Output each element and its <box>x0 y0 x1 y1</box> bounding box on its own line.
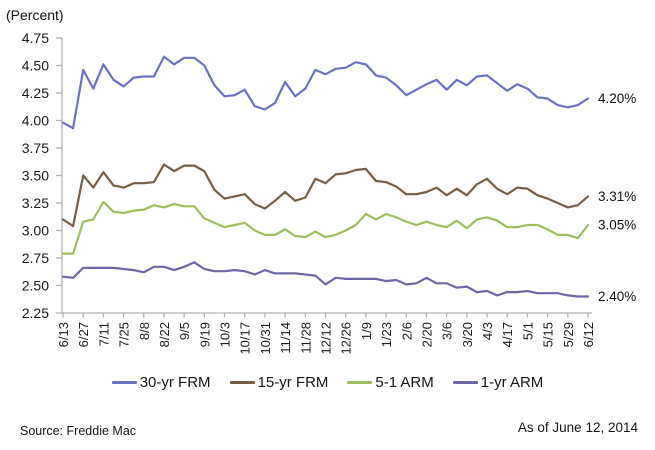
series-line-5-1-arm <box>61 200 590 255</box>
x-tick-label: 11/28 <box>298 322 313 354</box>
series-line-30-yr-frm <box>61 55 590 130</box>
x-tick-label: 3/20 <box>460 322 475 347</box>
y-axis-title: (Percent) <box>6 7 64 23</box>
series-end-label-5-1-arm: 3.05% <box>598 218 636 233</box>
x-tick-label: 11/14 <box>278 322 293 354</box>
x-tick-label: 2/20 <box>419 322 434 347</box>
x-tick-label: 2/6 <box>399 322 414 340</box>
x-tick-label: 7/25 <box>117 322 132 347</box>
legend-label-1-yr-arm: 1-yr ARM <box>480 374 544 391</box>
y-tick-label: 3.75 <box>22 140 49 156</box>
x-tick-label: 6/13 <box>56 322 71 347</box>
series-line-1-yr-arm <box>61 261 590 298</box>
x-tick-label: 5/29 <box>561 322 576 347</box>
legend-label-5-1-arm: 5-1 ARM <box>375 374 434 391</box>
legend-item-15-yr-frm: 15-yr FRM <box>229 374 329 391</box>
source-note: Source: Freddie Mac <box>20 424 137 438</box>
y-tick-label: 4.75 <box>22 30 49 46</box>
x-tick-label: 12/12 <box>319 322 334 355</box>
legend-swatch-15-yr-frm <box>229 381 255 384</box>
x-tick-label: 3/6 <box>440 322 455 340</box>
x-axis-ticks: 6/13 6/27 7/11 7/25 8/8 8/22 9/5 9/19 10/3 10/17 1… <box>56 313 596 355</box>
y-tick-label: 4.25 <box>22 85 49 101</box>
y-tick-label: 2.50 <box>22 278 49 294</box>
legend: 30-yr FRM 15-yr FRM 5-1 ARM 1-yr ARM <box>0 374 655 391</box>
y-tick-label: 3.50 <box>22 168 49 184</box>
x-tick-label: 5/1 <box>520 322 535 340</box>
legend-swatch-30-yr-frm <box>111 381 137 384</box>
legend-swatch-1-yr-arm <box>452 381 478 384</box>
y-tick-label: 4.50 <box>22 58 49 74</box>
y-tick-label: 2.25 <box>22 305 49 321</box>
legend-item-5-1-arm: 5-1 ARM <box>347 374 434 391</box>
x-tick-label: 7/11 <box>96 322 111 346</box>
series-end-label-1-yr-arm: 2.40% <box>598 289 636 304</box>
legend-label-30-yr-frm: 30-yr FRM <box>139 374 211 391</box>
as-of-date: As of June 12, 2014 <box>517 420 638 435</box>
x-tick-label: 5/15 <box>541 322 556 347</box>
legend-label-15-yr-frm: 15-yr FRM <box>257 374 329 391</box>
y-axis-ticks: 4.75 4.50 4.25 4.00 3.75 3.50 3.25 3.00 2.75 2.50… <box>22 30 62 321</box>
x-tick-label: 12/26 <box>339 322 354 355</box>
x-tick-label: 1/23 <box>379 322 394 347</box>
x-tick-label: 8/22 <box>157 322 172 347</box>
x-tick-label: 8/8 <box>137 322 152 340</box>
legend-item-30-yr-frm: 30-yr FRM <box>111 374 211 391</box>
series-line-15-yr-frm <box>61 163 590 228</box>
y-tick-label: 3.00 <box>22 223 49 239</box>
series-end-label-30-yr-frm: 4.20% <box>598 91 636 106</box>
x-tick-label: 10/31 <box>258 322 273 355</box>
rate-line-chart: 4.75 4.50 4.25 4.00 3.75 3.50 3.25 3.00 2.75 2.50… <box>22 30 637 355</box>
legend-item-1-yr-arm: 1-yr ARM <box>452 374 544 391</box>
x-tick-label: 10/3 <box>218 322 233 347</box>
y-tick-label: 3.25 <box>22 195 49 211</box>
series-end-labels: 4.20% 3.31% 3.05% 2.40% <box>598 91 636 304</box>
x-tick-label: 9/5 <box>177 322 192 340</box>
x-tick-label: 6/27 <box>76 322 91 347</box>
x-tick-label: 9/19 <box>197 322 212 347</box>
y-tick-label: 4.00 <box>22 113 49 129</box>
series-end-label-15-yr-frm: 3.31% <box>598 189 636 204</box>
x-tick-label: 1/9 <box>359 322 374 340</box>
x-tick-label: 10/17 <box>238 322 253 355</box>
x-tick-label: 4/17 <box>500 322 515 347</box>
y-tick-label: 2.75 <box>22 250 49 266</box>
series-lines <box>61 55 590 298</box>
x-tick-label: 6/12 <box>581 322 596 347</box>
legend-swatch-5-1-arm <box>347 381 373 384</box>
x-tick-label: 4/3 <box>480 322 495 340</box>
